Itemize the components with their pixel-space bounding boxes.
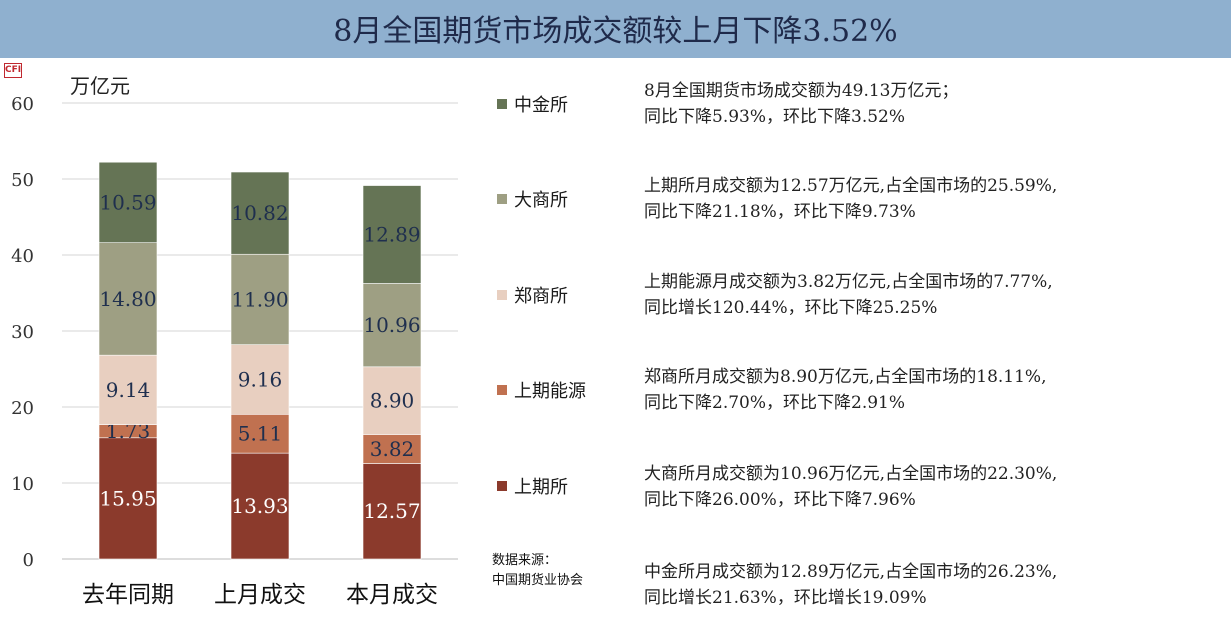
- legend-label: 中金所: [514, 95, 568, 116]
- legend-swatch: [497, 194, 507, 204]
- note-line: 同比下降2.70%，环比下降2.91%: [644, 393, 906, 413]
- note-line: 同比增长21.63%，环比增长19.09%: [644, 588, 927, 608]
- data-label: 10.96: [363, 313, 420, 337]
- note-czce: 郑商所月成交额为8.90万亿元,占全国市场的18.11%, 同比下降2.70%，…: [644, 364, 1229, 416]
- legend-item: 上期能源: [497, 378, 586, 402]
- legend-swatch: [497, 99, 507, 109]
- data-source-name: 中国期货业协会: [492, 573, 584, 588]
- bar-segment: [230, 413, 290, 454]
- bar-segment: [230, 171, 290, 255]
- note-line: 8月全国期货市场成交额为49.13万亿元；: [644, 81, 959, 101]
- legend-label: 上期能源: [514, 381, 586, 402]
- legend-label: 上期所: [514, 477, 568, 498]
- legend-swatch: [497, 385, 507, 395]
- data-label: 10.82: [231, 201, 288, 225]
- data-source-label: 数据来源：: [492, 553, 558, 568]
- legend-swatch: [497, 481, 507, 491]
- legend-label: 郑商所: [514, 286, 568, 307]
- bar-segment: [98, 242, 158, 356]
- legend-item: 大商所: [497, 187, 568, 211]
- note-line: 同比下降21.18%，环比下降9.73%: [644, 202, 916, 222]
- bar-segment: [362, 463, 422, 560]
- cfi-logo: CFI: [4, 63, 22, 78]
- y-tick-label: 40: [11, 246, 34, 267]
- bar-segment: [230, 253, 290, 345]
- x-tick-label: 去年同期: [82, 582, 174, 608]
- bar-segment: [362, 185, 422, 284]
- note-total: 8月全国期货市场成交额为49.13万亿元； 同比下降5.93%，环比下降3.52…: [644, 78, 1229, 130]
- data-label: 11.90: [231, 287, 288, 311]
- note-shfe: 上期所月成交额为12.57万亿元,占全国市场的25.59%, 同比下降21.18…: [644, 173, 1229, 225]
- y-tick-label: 50: [11, 170, 34, 191]
- title-banner: [0, 0, 1231, 58]
- note-line: 中金所月成交额为12.89万亿元,占全国市场的26.23%,: [644, 562, 1058, 582]
- data-label: 3.82: [370, 437, 415, 461]
- bar-segment: [98, 354, 158, 425]
- bar-segment: [362, 434, 422, 464]
- data-label: 14.80: [99, 287, 156, 311]
- note-line: 同比增长120.44%，环比下降25.25%: [644, 298, 938, 318]
- legend-item: 郑商所: [497, 283, 568, 307]
- note-line: 郑商所月成交额为8.90万亿元,占全国市场的18.11%,: [644, 367, 1047, 387]
- legend-swatch: [497, 290, 507, 300]
- x-tick-label: 本月成交: [346, 582, 438, 608]
- bar-segment: [230, 344, 290, 415]
- note-line: 同比下降5.93%，环比下降3.52%: [644, 107, 906, 127]
- data-label: 10.59: [99, 190, 156, 214]
- y-tick-label: 10: [11, 474, 34, 495]
- data-label: 15.95: [99, 486, 156, 510]
- page-title: 8月全国期货市场成交额较上月下降3.52%: [333, 14, 898, 49]
- data-label: 8.90: [370, 389, 415, 413]
- bar-segment: [98, 161, 158, 243]
- note-line: 上期所月成交额为12.57万亿元,占全国市场的25.59%,: [644, 176, 1058, 196]
- data-source: 数据来源： 中国期货业协会: [492, 551, 583, 591]
- bar-segment: [98, 437, 158, 560]
- y-tick-label: 60: [11, 94, 34, 115]
- note-line: 同比下降26.00%，环比下降7.96%: [644, 490, 916, 510]
- stacked-bar-chart: 010203040506015.951.739.1414.8010.59去年同期…: [11, 94, 458, 608]
- bar-segment: [362, 283, 422, 368]
- y-tick-label: 0: [23, 550, 34, 571]
- data-label: 12.57: [363, 499, 420, 523]
- legend-label: 大商所: [514, 190, 568, 211]
- data-label: 13.93: [231, 494, 288, 518]
- y-tick-label: 30: [11, 322, 34, 343]
- legend-item: 中金所: [497, 92, 568, 116]
- note-cffex: 中金所月成交额为12.89万亿元,占全国市场的26.23%, 同比增长21.63…: [644, 559, 1229, 611]
- note-dce: 大商所月成交额为10.96万亿元,占全国市场的22.30%, 同比下降26.00…: [644, 461, 1229, 513]
- data-label: 5.11: [238, 422, 283, 446]
- y-axis-unit-label: 万亿元: [70, 74, 130, 98]
- note-ine: 上期能源月成交额为3.82万亿元,占全国市场的7.77%, 同比增长120.44…: [644, 269, 1229, 321]
- data-label: 9.16: [238, 367, 283, 391]
- note-line: 上期能源月成交额为3.82万亿元,占全国市场的7.77%,: [644, 272, 1053, 292]
- legend-item: 上期所: [497, 474, 568, 498]
- data-label: 9.14: [106, 378, 151, 402]
- y-tick-label: 20: [11, 398, 34, 419]
- x-tick-label: 上月成交: [214, 582, 306, 608]
- data-label: 12.89: [363, 223, 420, 247]
- note-line: 大商所月成交额为10.96万亿元,占全国市场的22.30%,: [644, 464, 1058, 484]
- bar-segment: [362, 366, 422, 435]
